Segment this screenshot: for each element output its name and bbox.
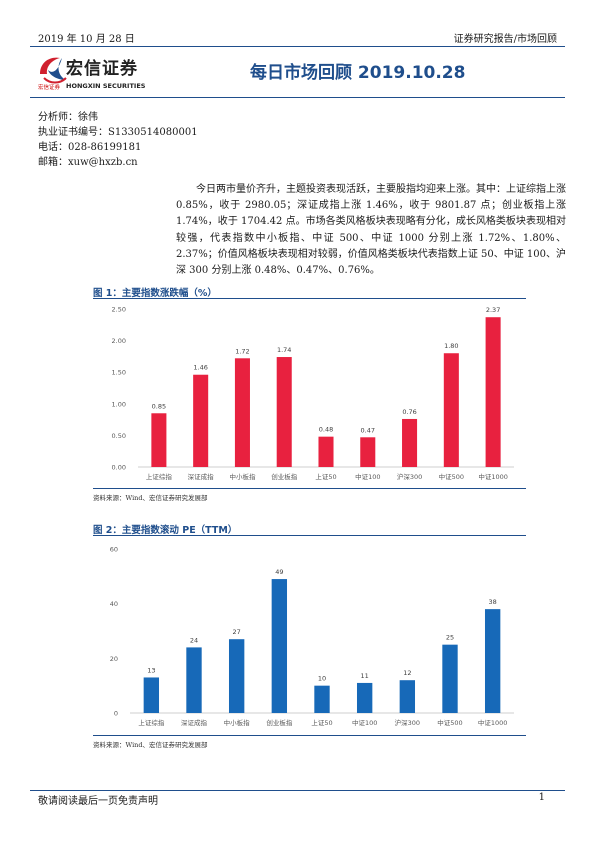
fig2-bar [271,579,288,713]
fig1-category-label: 沪深300 [397,472,422,481]
disclaimer-note: 敬请阅读最后一页免责声明 [38,796,158,807]
fig1-bar [276,357,292,467]
fig2-category-label: 中证500 [437,718,462,727]
fig1-category-label: 深证成指 [188,472,215,481]
fig1-ytick-label: 1.50 [112,369,126,377]
fig1-bar [234,358,250,467]
figure-2-top-rule [93,535,526,536]
fig2-data-label: 27 [233,628,241,636]
footer-divider [30,790,565,791]
fig2-data-label: 12 [403,669,411,677]
fig1-bar [402,418,418,467]
fig2-data-label: 49 [275,568,283,576]
fig2-category-label: 中小板指 [224,718,251,727]
fig2-category-label: 上证50 [311,718,332,727]
fig1-category-label: 上证50 [315,472,336,481]
fig2-category-label: 深证成指 [181,718,208,727]
fig2-bar [314,685,330,713]
analyst-cert: 执业证书编号：S1330514080001 [38,127,198,138]
fig2-ytick-label: 40 [110,600,118,608]
figure-1-bottom-rule [93,488,526,489]
fig1-ytick-label: 0.50 [112,432,126,440]
fig2-category-label: 上证综指 [138,718,165,727]
page-title: 每日市场回顾 2019.10.28 [250,63,466,83]
fig1-category-label: 中小板指 [229,472,256,481]
fig1-bar [151,413,167,467]
fig2-bar [484,609,501,713]
fig1-bar [193,374,209,467]
fig1-data-label: 1.74 [277,346,291,354]
fig1-data-label: 0.85 [152,402,166,410]
fig1-data-label: 0.47 [361,426,375,434]
fig1-ytick-label: 0.00 [112,464,126,472]
fig1-bar [318,436,334,467]
fig2-data-label: 38 [489,598,497,606]
figure-2-source: 资料来源：Wind、宏信证券研究发展部 [93,741,208,749]
report-type: 证券研究报告/市场回顾 [453,34,557,45]
fig1-data-label: 1.72 [235,347,249,355]
fig2-category-label: 创业板指 [266,718,293,727]
fig2-bar [356,682,373,713]
fig2-bar [442,644,458,713]
logo-sub-en: HONGXIN SECURITIES [66,82,146,90]
figure-1-chart: 0.00 0.50 1.00 1.50 2.00 2.50 0.85 上证综指 1.46 深证成指… [112,306,514,481]
fig1-bar [485,317,501,467]
analyst-phone: 电话：028-86199181 [38,142,142,153]
fig1-data-label: 1.46 [193,364,207,372]
fig2-bar [186,647,202,713]
fig2-category-label: 沪深300 [395,718,420,727]
fig2-data-label: 13 [147,666,155,674]
hongxin-logo-icon [40,57,67,84]
fig1-category-label: 创业板指 [271,472,298,481]
logo-sub-cn: 宏信证券 [38,85,61,91]
fig2-data-label: 24 [190,636,198,644]
logo-name: 宏信证券 [66,59,138,79]
fig2-data-label: 11 [361,672,369,680]
fig1-category-label: 中证500 [439,472,464,481]
fig2-bar [228,639,245,713]
fig2-category-label: 中证100 [352,718,377,727]
fig2-ytick-label: 20 [110,655,118,663]
figure-1-source: 资料来源：Wind、宏信证券研究发展部 [93,494,208,502]
fig2-category-label: 中证1000 [478,718,508,727]
figure-1-title: 图 1：主要指数涨跌幅（%） [93,288,217,299]
fig1-bar [443,353,459,467]
analyst-name: 分析师：徐伟 [38,112,98,123]
analyst-email[interactable]: 邮箱：xuw@hxzb.cn [38,157,138,168]
fig1-category-label: 上证综指 [146,472,173,481]
figure-1-top-rule [93,298,526,299]
fig1-ytick-label: 1.00 [112,400,126,408]
fig1-data-label: 1.80 [444,342,458,350]
fig1-ytick-label: 2.00 [112,337,126,345]
fig1-data-label: 2.37 [486,306,500,314]
fig1-category-label: 中证1000 [478,472,508,481]
figure-2-chart: 0 20 40 60 13 上证综指 24 深证成指 27 中小板指 49 创业板指 10 上证50 11 中… [110,546,514,727]
figure-2-title: 图 2：主要指数滚动 PE（TTM） [93,525,238,536]
fig2-bar [399,680,416,713]
page-number: 1 [538,792,545,803]
title-divider [30,97,565,98]
fig1-data-label: 0.48 [319,426,333,434]
fig2-data-label: 10 [318,675,326,683]
header-divider [30,46,565,47]
fig2-data-label: 25 [446,634,454,642]
market-summary: 今日两市量价齐升，主题投资表现活跃，主要股指均迎来上涨。其中：上证综指上涨 0.… [176,184,566,277]
fig1-ytick-label: 2.50 [112,306,126,314]
fig1-category-label: 中证100 [355,472,380,481]
fig2-bar [143,677,160,713]
fig1-data-label: 0.76 [402,408,416,416]
report-date: 2019 年 10 月 28 日 [38,34,135,45]
fig2-ytick-label: 60 [110,546,118,554]
figure-2-bottom-rule [93,735,526,736]
fig2-ytick-label: 0 [114,710,118,718]
fig1-bar [360,437,376,467]
